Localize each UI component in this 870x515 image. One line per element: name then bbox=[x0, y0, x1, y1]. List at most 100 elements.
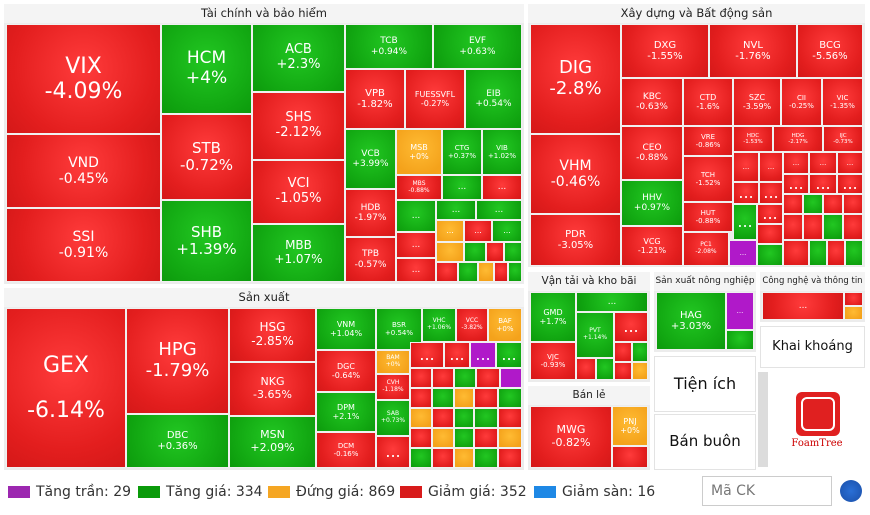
tile-cs-q[interactable] bbox=[757, 224, 783, 244]
tile-HPG[interactable]: HPG -1.79% bbox=[126, 308, 229, 414]
tile-cs-g[interactable]: ... bbox=[759, 182, 783, 204]
tile-DGC[interactable]: DGC -0.64% bbox=[316, 350, 376, 392]
tile-CII[interactable]: CII -0.25% bbox=[781, 78, 822, 126]
tile-VCB[interactable]: VCB +3.99% bbox=[345, 129, 396, 189]
tile-mf-a[interactable]: ... bbox=[410, 342, 444, 368]
tile-cs-z[interactable] bbox=[845, 240, 863, 266]
tile-SZC[interactable]: SZC -3.59% bbox=[733, 78, 781, 126]
tile-CVH[interactable]: CVH -1.18% bbox=[376, 374, 410, 400]
tile-KBC[interactable]: KBC -0.63% bbox=[621, 78, 683, 126]
tile-mf-m[interactable] bbox=[498, 388, 522, 408]
tile-VHC[interactable]: VHC +1.06% bbox=[422, 308, 456, 342]
tile-EIB[interactable]: EIB +0.54% bbox=[465, 69, 522, 129]
tile-cs-e[interactable]: ... bbox=[837, 152, 863, 174]
tile-IJC[interactable]: IJC -0.73% bbox=[823, 126, 863, 152]
tile-tr-d[interactable] bbox=[576, 358, 596, 380]
tile-HCM[interactable]: HCM +4% bbox=[161, 24, 252, 114]
tile-BCG[interactable]: BCG -5.56% bbox=[797, 24, 863, 78]
tile-cs-y[interactable] bbox=[827, 240, 845, 266]
tile-VCG[interactable]: VCG -1.21% bbox=[621, 226, 683, 266]
tile-fin-r[interactable] bbox=[494, 262, 508, 282]
tile-fin-s[interactable] bbox=[508, 262, 522, 282]
tile-mf-ab[interactable] bbox=[498, 448, 522, 468]
tile-mf-g[interactable] bbox=[476, 368, 500, 388]
tile-cs-k[interactable]: ... bbox=[733, 204, 757, 240]
tile-fin-p[interactable] bbox=[458, 262, 478, 282]
tile-PC1[interactable]: PC1 -2.08% bbox=[683, 232, 729, 266]
tile-VIX[interactable]: VIX -4.09% bbox=[6, 24, 161, 134]
tile-fin-q[interactable] bbox=[478, 262, 494, 282]
tile-mf-h[interactable]: ... bbox=[376, 436, 410, 468]
tile-cs-d[interactable]: ... bbox=[809, 152, 837, 174]
tile-tech-b[interactable] bbox=[844, 292, 863, 306]
tile-mf-c[interactable]: ... bbox=[496, 342, 522, 368]
tile-mf-n[interactable] bbox=[410, 408, 432, 428]
tile-cs-w[interactable] bbox=[783, 240, 809, 266]
tile-HDB[interactable]: HDB -1.97% bbox=[345, 189, 396, 237]
tile-TCH[interactable]: TCH -1.52% bbox=[683, 156, 733, 202]
tile-SHS[interactable]: SHS -2.12% bbox=[252, 92, 345, 160]
tile-PVT[interactable]: PVT +1.14% bbox=[576, 312, 614, 358]
tile-fin-j[interactable]: ... bbox=[492, 220, 522, 242]
tile-mining[interactable]: Khai khoáng bbox=[760, 326, 865, 368]
tile-mf-t[interactable] bbox=[432, 428, 454, 448]
tile-SSI[interactable]: SSI -0.91% bbox=[6, 208, 161, 282]
tile-cs-n[interactable] bbox=[803, 194, 823, 214]
tile-VNM[interactable]: VNM +1.04% bbox=[316, 308, 376, 350]
tile-tech-a[interactable]: ... bbox=[762, 292, 844, 320]
tile-fin-b[interactable]: ... bbox=[482, 175, 522, 200]
tile-cs-o[interactable] bbox=[823, 194, 843, 214]
tile-FUESSVFL[interactable]: FUESSVFL -0.27% bbox=[405, 69, 465, 129]
tile-mf-b[interactable]: ... bbox=[444, 342, 470, 368]
tile-mf-i[interactable] bbox=[410, 388, 432, 408]
tile-VHM[interactable]: VHM -0.46% bbox=[530, 134, 621, 214]
tile-wholesale[interactable]: Bán buôn bbox=[654, 414, 756, 470]
tile-cs-i[interactable]: ... bbox=[809, 174, 837, 194]
tile-cs-l[interactable]: ... bbox=[757, 204, 783, 224]
tile-fin-d[interactable]: ... bbox=[436, 200, 476, 220]
tile-SHB[interactable]: SHB +1.39% bbox=[161, 200, 252, 282]
tile-HAG[interactable]: HAG +3.03% bbox=[656, 292, 726, 350]
tile-agri-purple[interactable]: ... bbox=[726, 292, 754, 330]
tile-cs-a[interactable]: ... bbox=[733, 152, 759, 182]
tile-HSG[interactable]: HSG -2.85% bbox=[229, 308, 316, 362]
tile-mf-z[interactable] bbox=[454, 448, 474, 468]
tile-TPB[interactable]: TPB -0.57% bbox=[345, 237, 396, 282]
tile-NVL[interactable]: NVL -1.76% bbox=[709, 24, 797, 78]
tile-TCB[interactable]: TCB +0.94% bbox=[345, 24, 433, 69]
tile-MSN[interactable]: MSN +2.09% bbox=[229, 416, 316, 468]
tile-VCC[interactable]: VCC -3.82% bbox=[456, 308, 488, 342]
tile-fin-i[interactable]: ... bbox=[464, 220, 492, 242]
tile-MSB[interactable]: MSB +0% bbox=[396, 129, 442, 175]
tile-GEX[interactable]: GEX -6.14% bbox=[6, 308, 126, 468]
tile-mf-u[interactable] bbox=[454, 428, 474, 448]
tile-mf-r[interactable] bbox=[498, 408, 522, 428]
scrollbar[interactable] bbox=[758, 372, 768, 467]
tile-DPM[interactable]: DPM +2.1% bbox=[316, 392, 376, 432]
tile-tr-c[interactable] bbox=[632, 342, 648, 362]
tile-mf-j[interactable] bbox=[432, 388, 454, 408]
tile-mf-k[interactable] bbox=[454, 388, 474, 408]
tile-CTD[interactable]: CTD -1.6% bbox=[683, 78, 733, 126]
tile-fin-f[interactable]: ... bbox=[396, 232, 436, 258]
tile-HHV[interactable]: HHV +0.97% bbox=[621, 180, 683, 226]
tile-tr-g[interactable] bbox=[632, 362, 648, 380]
tile-EVF[interactable]: EVF +0.63% bbox=[433, 24, 522, 69]
tile-CEO[interactable]: CEO -0.88% bbox=[621, 126, 683, 180]
tile-mf-d[interactable] bbox=[410, 368, 432, 388]
tile-fin-g[interactable]: ... bbox=[396, 258, 436, 282]
tile-MBB[interactable]: MBB +1.07% bbox=[252, 224, 345, 282]
tile-mf-o[interactable] bbox=[432, 408, 454, 428]
tile-cs-r[interactable] bbox=[757, 244, 783, 266]
tile-GMD[interactable]: GMD +1.7% bbox=[530, 292, 576, 342]
tile-cs-purple[interactable]: ... bbox=[729, 240, 757, 266]
tile-agri-a[interactable] bbox=[726, 330, 754, 350]
tile-cs-u[interactable] bbox=[823, 214, 843, 240]
tile-fin-h[interactable]: ... bbox=[436, 220, 464, 242]
tile-cs-s[interactable] bbox=[783, 214, 803, 240]
tile-fin-o[interactable] bbox=[436, 262, 458, 282]
tile-HDG[interactable]: HDG -2.17% bbox=[773, 126, 823, 152]
tile-mf-f[interactable] bbox=[454, 368, 476, 388]
tile-cs-x[interactable] bbox=[809, 240, 827, 266]
tile-tr-a[interactable]: ... bbox=[614, 312, 648, 342]
